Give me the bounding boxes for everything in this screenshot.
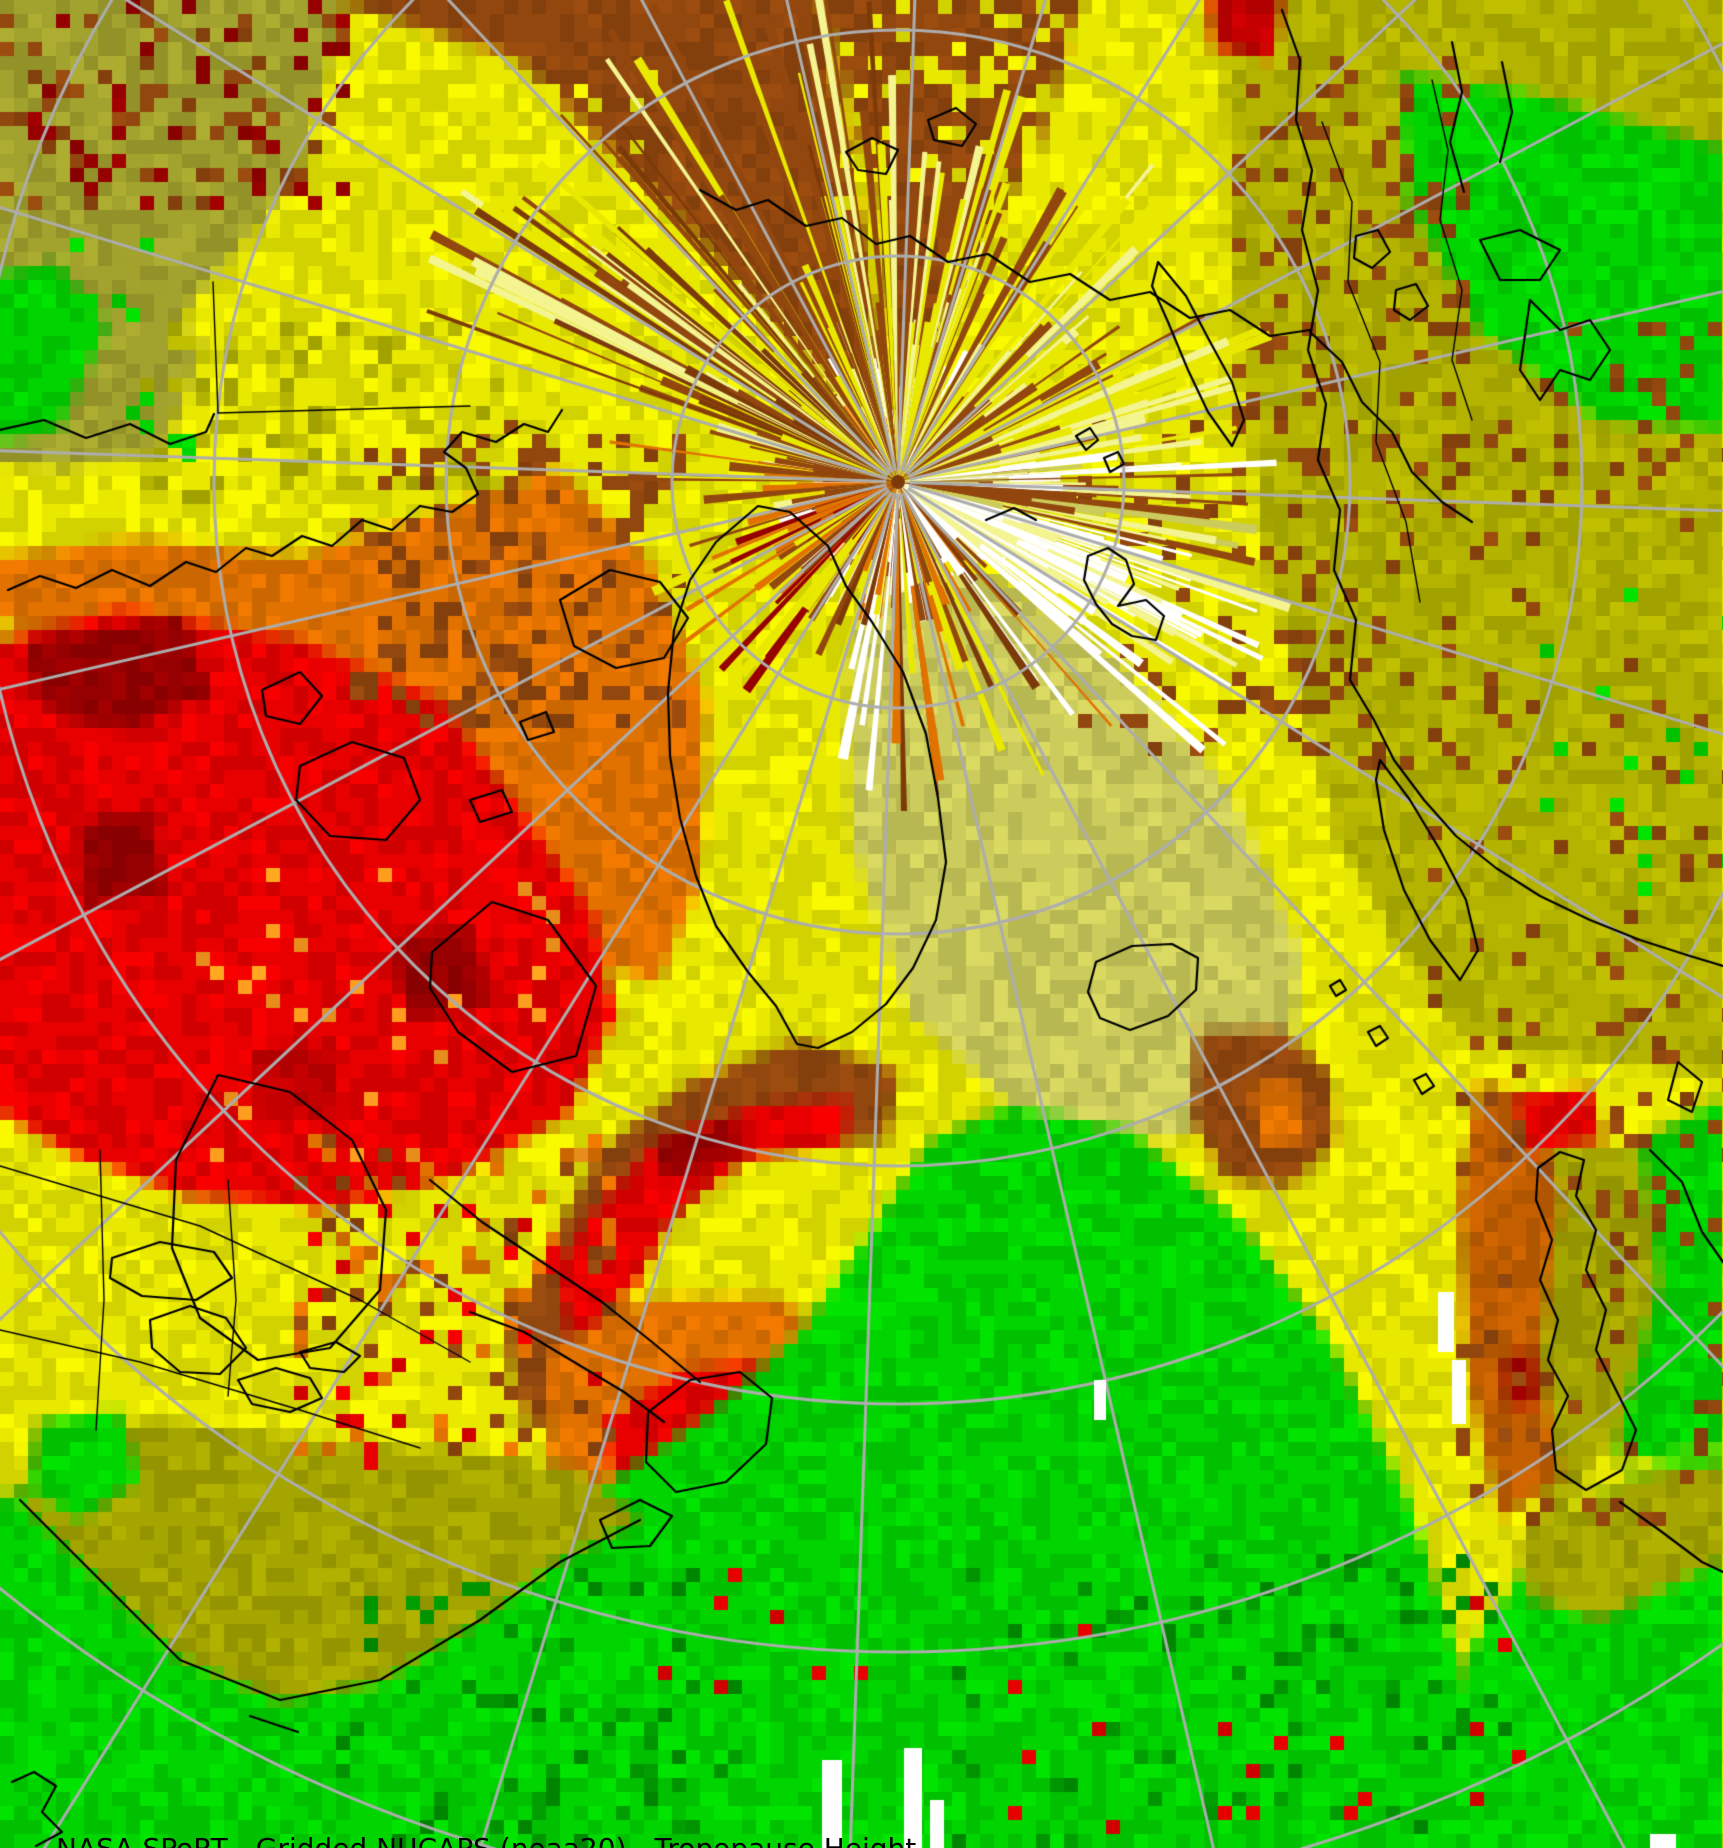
map-caption: NASA SPoRT - Gridded NUCAPS (noaa20) - T… [56,1756,916,1848]
product-title: NASA SPoRT - Gridded NUCAPS (noaa20) - T… [56,1830,916,1848]
